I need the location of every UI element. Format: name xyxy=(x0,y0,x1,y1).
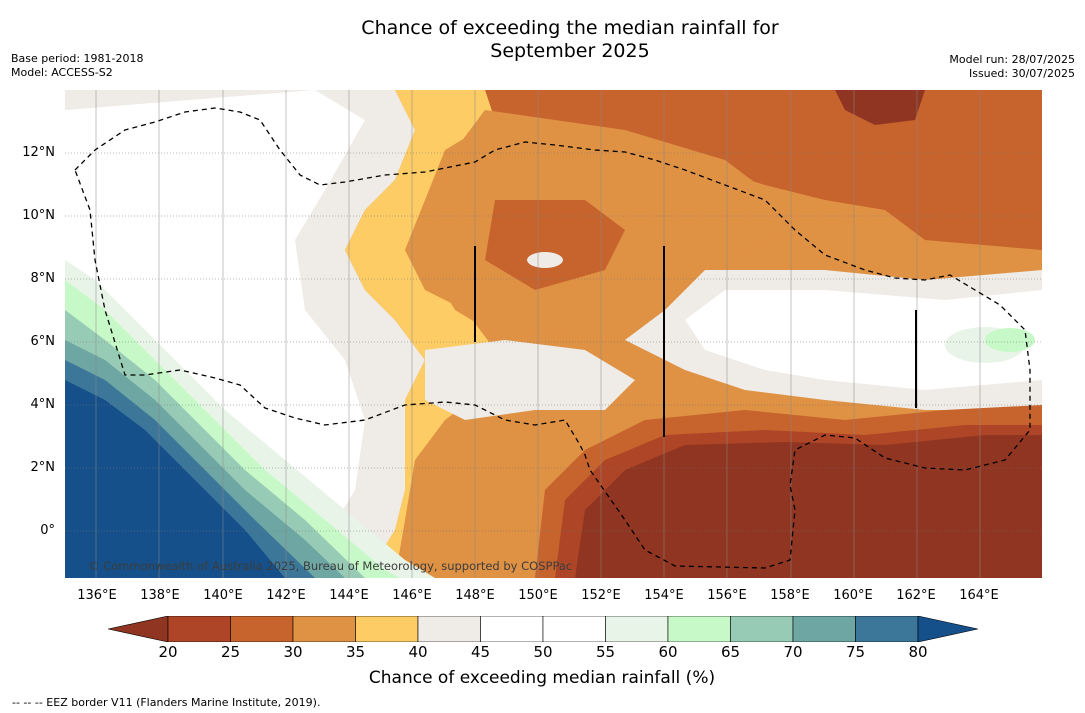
colorbar-tick-label: 80 xyxy=(908,643,928,661)
lon-label-152e: 152°E xyxy=(581,588,621,603)
region-25-30-central xyxy=(485,200,625,290)
colorbar-tick-label: 60 xyxy=(658,643,678,661)
lon-label-148e: 148°E xyxy=(455,588,495,603)
colorbar-label: Chance of exceeding median rainfall (%) xyxy=(368,668,716,688)
lon-label-162e: 162°E xyxy=(896,588,936,603)
lon-gridlines xyxy=(95,90,981,578)
map-canvas xyxy=(65,90,1042,578)
colorbar-segment xyxy=(292,616,356,642)
region-above-80-west xyxy=(65,380,285,578)
rainfall-map xyxy=(65,90,1042,578)
colorbar-tick-label: 55 xyxy=(595,643,616,661)
colorbar-segment xyxy=(730,616,794,642)
colorbar-tick-label: 65 xyxy=(720,643,741,661)
lat-label-8n: 8°N xyxy=(30,271,56,286)
base-period: Base period: 1981-2018 xyxy=(11,52,144,65)
region-35-40-west xyxy=(345,90,495,578)
colorbar-segment xyxy=(667,616,731,642)
lon-label-158e: 158°E xyxy=(770,588,810,603)
colorbar-segment xyxy=(855,616,919,642)
colorbar-tick-label: 75 xyxy=(845,643,866,661)
colorbar-tick-label: 45 xyxy=(470,643,491,661)
lat-label-0: 0° xyxy=(40,523,55,538)
lon-label-154e: 154°E xyxy=(644,588,684,603)
colorbar-segment xyxy=(605,616,669,642)
colorbar-tick-label: 25 xyxy=(220,643,241,661)
region-below-20-south xyxy=(575,435,1042,578)
lat-label-2n: 2°N xyxy=(30,460,56,475)
colorbar-extend-high xyxy=(917,616,978,642)
colorbar-segment xyxy=(417,616,481,642)
colorbar-tick-label: 70 xyxy=(783,643,803,661)
colorbar-segments xyxy=(108,616,978,642)
colorbar-extend-low xyxy=(108,616,169,642)
lon-label-142e: 142°E xyxy=(266,588,306,603)
region-45-central xyxy=(425,340,635,420)
colorbar-segment xyxy=(792,616,856,642)
colorbar-segment xyxy=(355,616,419,642)
eez-borders xyxy=(74,107,1031,569)
colorbar-segment xyxy=(230,616,294,642)
colorbar-tick-label: 50 xyxy=(533,643,553,661)
map-title-line2: September 2025 xyxy=(490,40,650,62)
region-60-65-east xyxy=(985,328,1035,352)
eez-solid-lines xyxy=(474,246,917,437)
colorbar-segment xyxy=(542,616,606,642)
colorbar xyxy=(108,616,978,642)
lat-label-6n: 6°N xyxy=(30,334,56,349)
lon-label-136e: 136°E xyxy=(77,588,117,603)
colorbar-tick-label: 20 xyxy=(158,643,178,661)
lat-label-4n: 4°N xyxy=(30,397,56,412)
lon-label-164e: 164°E xyxy=(959,588,999,603)
map-title-line1: Chance of exceeding the median rainfall … xyxy=(361,17,779,39)
lon-label-138e: 138°E xyxy=(140,588,180,603)
colorbar-segment xyxy=(167,616,231,642)
model-name: Model: ACCESS-S2 xyxy=(11,66,113,79)
lon-label-160e: 160°E xyxy=(833,588,873,603)
region-45-central-spot xyxy=(527,252,563,268)
lat-label-10n: 10°N xyxy=(22,208,55,223)
region-50-55-east xyxy=(685,290,1042,390)
lon-label-156e: 156°E xyxy=(707,588,747,603)
eez-legend-note: -- -- -- EEZ border V11 (Flanders Marine… xyxy=(12,696,321,709)
copyright-notice: © Commonwealth of Australia 2025, Bureau… xyxy=(88,559,573,573)
lat-label-12n: 12°N xyxy=(22,145,55,160)
colorbar-segment xyxy=(480,616,544,642)
colorbar-tick-label: 30 xyxy=(283,643,303,661)
colorbar-tick-label: 40 xyxy=(408,643,428,661)
region-20-north xyxy=(835,90,925,125)
lon-label-150e: 150°E xyxy=(518,588,558,603)
model-run: Model run: 28/07/2025 xyxy=(949,53,1075,66)
lon-label-140e: 140°E xyxy=(203,588,243,603)
lat-gridlines xyxy=(65,152,1042,532)
lon-label-146e: 146°E xyxy=(392,588,432,603)
issued-date: Issued: 30/07/2025 xyxy=(968,67,1075,80)
colorbar-tick-label: 35 xyxy=(345,643,366,661)
lon-label-144e: 144°E xyxy=(329,588,369,603)
